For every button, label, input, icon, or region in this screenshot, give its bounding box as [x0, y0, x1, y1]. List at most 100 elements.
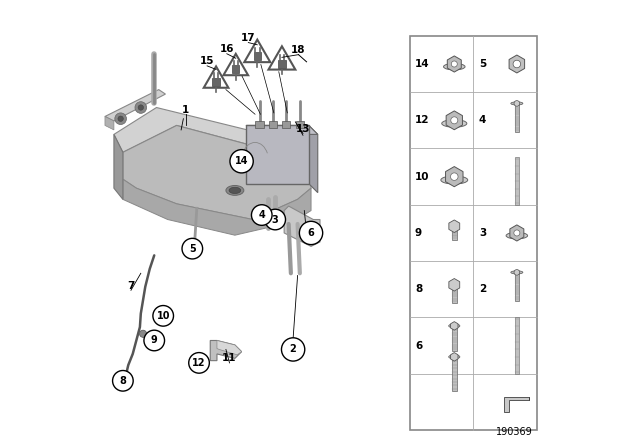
Bar [269, 121, 277, 128]
Polygon shape [447, 56, 461, 72]
Ellipse shape [441, 176, 468, 184]
Polygon shape [204, 66, 228, 88]
Bar [452, 285, 456, 303]
Circle shape [514, 101, 520, 106]
Text: 2: 2 [479, 284, 486, 294]
Text: 6: 6 [415, 340, 422, 351]
Circle shape [230, 150, 253, 173]
Bar [515, 318, 519, 374]
Text: 14: 14 [415, 59, 429, 69]
Text: 10: 10 [156, 311, 170, 321]
Bar [296, 121, 304, 128]
Ellipse shape [506, 233, 527, 239]
Text: 8: 8 [120, 376, 126, 386]
Bar [515, 103, 519, 132]
Bar [515, 157, 519, 205]
Bar [452, 357, 456, 391]
Circle shape [182, 238, 203, 259]
Polygon shape [246, 125, 318, 134]
Polygon shape [217, 340, 242, 355]
Circle shape [115, 113, 127, 125]
Circle shape [300, 221, 323, 245]
Circle shape [451, 117, 458, 124]
Bar [452, 226, 456, 240]
Polygon shape [445, 167, 463, 187]
Text: 10: 10 [415, 172, 429, 181]
Ellipse shape [226, 185, 244, 195]
Bar [452, 326, 456, 351]
Text: 4: 4 [479, 115, 486, 125]
Bar [255, 121, 264, 128]
Text: 5: 5 [479, 59, 486, 69]
Circle shape [118, 375, 130, 388]
Polygon shape [210, 340, 242, 361]
Ellipse shape [511, 102, 523, 105]
Ellipse shape [442, 120, 467, 127]
Text: 12: 12 [415, 115, 429, 125]
Polygon shape [284, 206, 320, 246]
Text: 14: 14 [235, 156, 248, 166]
Polygon shape [114, 134, 123, 199]
Circle shape [513, 60, 520, 68]
Polygon shape [105, 116, 114, 130]
Text: 6: 6 [308, 228, 314, 238]
Polygon shape [244, 40, 270, 62]
Polygon shape [446, 111, 463, 130]
Text: 5: 5 [189, 244, 196, 254]
Text: 12: 12 [192, 358, 206, 368]
Bar [212, 78, 220, 86]
FancyBboxPatch shape [246, 125, 309, 184]
Text: 15: 15 [200, 56, 214, 66]
Text: 1: 1 [182, 105, 189, 115]
Text: 18: 18 [291, 45, 306, 55]
Bar [410, 36, 538, 430]
Text: 17: 17 [241, 33, 255, 43]
Circle shape [113, 370, 133, 391]
Bar [515, 272, 519, 301]
Circle shape [451, 173, 458, 181]
Polygon shape [105, 90, 165, 121]
Polygon shape [309, 125, 318, 193]
Circle shape [135, 102, 147, 113]
Circle shape [451, 61, 458, 67]
Polygon shape [114, 108, 311, 161]
Text: 190369: 190369 [496, 427, 533, 437]
Circle shape [140, 330, 147, 337]
Polygon shape [123, 179, 311, 235]
Circle shape [153, 306, 173, 326]
Circle shape [252, 205, 272, 225]
Polygon shape [223, 54, 248, 75]
Text: 4: 4 [259, 210, 265, 220]
Polygon shape [449, 279, 460, 291]
Ellipse shape [444, 64, 465, 70]
Circle shape [121, 379, 127, 385]
Text: 2: 2 [290, 345, 296, 354]
Circle shape [138, 105, 143, 110]
Text: 3: 3 [272, 215, 278, 224]
Text: 7: 7 [127, 281, 134, 291]
Text: 13: 13 [296, 124, 310, 134]
Polygon shape [449, 220, 460, 233]
Circle shape [265, 209, 285, 230]
Polygon shape [504, 396, 529, 412]
Circle shape [514, 270, 520, 275]
Circle shape [282, 338, 305, 361]
Bar [253, 52, 261, 60]
Bar [232, 65, 239, 73]
Circle shape [144, 330, 164, 351]
Bar [282, 121, 291, 128]
Polygon shape [509, 55, 525, 73]
Ellipse shape [511, 271, 523, 274]
Bar [278, 60, 285, 68]
Polygon shape [269, 46, 296, 69]
Ellipse shape [449, 355, 460, 359]
Polygon shape [510, 225, 524, 241]
Text: 9: 9 [151, 336, 157, 345]
Text: 16: 16 [220, 44, 234, 54]
Text: 3: 3 [479, 228, 486, 238]
Polygon shape [451, 353, 458, 361]
Circle shape [189, 353, 209, 373]
Text: 9: 9 [415, 228, 422, 238]
Circle shape [514, 230, 520, 236]
Text: 8: 8 [415, 284, 422, 294]
